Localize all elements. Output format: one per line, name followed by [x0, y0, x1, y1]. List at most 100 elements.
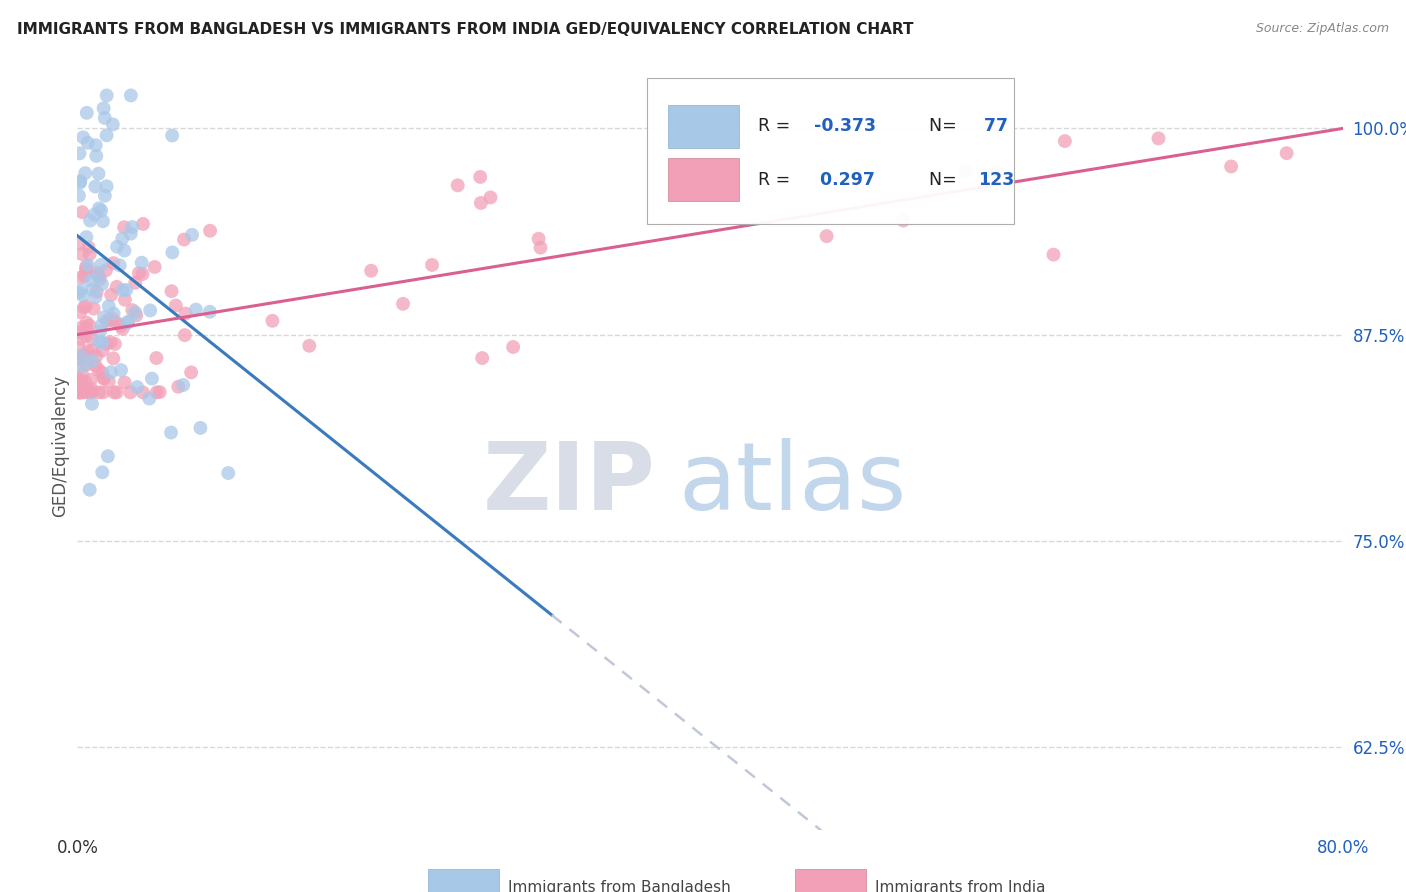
Point	[1220, 160, 1243, 174]
Point	[111, 322, 134, 336]
Point	[75, 324, 97, 338]
Point	[79, 213, 101, 227]
Point	[173, 328, 195, 343]
Point	[80, 353, 103, 368]
Point	[108, 258, 131, 272]
Point	[145, 385, 167, 400]
Point	[392, 297, 415, 311]
Point	[103, 351, 125, 366]
Point	[138, 392, 160, 406]
Point	[76, 385, 98, 400]
Point	[184, 302, 207, 317]
Point	[98, 313, 121, 327]
Point	[70, 247, 93, 261]
Text: Source: ZipAtlas.com: Source: ZipAtlas.com	[1256, 22, 1389, 36]
Point	[120, 227, 142, 241]
Point	[87, 167, 110, 181]
Point	[91, 465, 114, 479]
Point	[75, 380, 97, 394]
Point	[114, 244, 136, 258]
Point	[110, 318, 132, 333]
Point	[121, 220, 143, 235]
Point	[471, 351, 494, 365]
Point	[101, 117, 124, 131]
Point	[121, 303, 143, 318]
Point	[91, 214, 114, 228]
Point	[984, 164, 1007, 178]
Point	[115, 283, 138, 297]
Point	[470, 196, 492, 211]
Point	[131, 267, 153, 281]
Point	[96, 313, 118, 327]
Point	[67, 371, 90, 385]
Point	[75, 166, 97, 180]
Point	[89, 324, 111, 338]
Point	[117, 316, 139, 330]
Point	[172, 378, 194, 392]
FancyBboxPatch shape	[427, 870, 499, 892]
Point	[76, 105, 98, 120]
Point	[69, 176, 91, 190]
Point	[86, 266, 108, 280]
Text: Immigrants from Bangladesh: Immigrants from Bangladesh	[508, 880, 730, 892]
Point	[79, 483, 101, 497]
Point	[67, 385, 90, 400]
Point	[84, 359, 107, 373]
Point	[149, 385, 172, 400]
Point	[100, 365, 122, 379]
Point	[87, 363, 110, 377]
FancyBboxPatch shape	[647, 78, 1014, 224]
Point	[103, 307, 125, 321]
Point	[173, 233, 195, 247]
Text: 123: 123	[979, 170, 1015, 189]
Point	[84, 179, 107, 194]
Point	[190, 421, 212, 435]
Point	[69, 385, 91, 400]
Point	[87, 268, 110, 283]
Point	[77, 240, 100, 254]
Point	[79, 247, 101, 261]
Point	[72, 320, 94, 334]
Point	[479, 190, 502, 204]
Point	[91, 335, 114, 350]
Point	[165, 299, 187, 313]
Point	[73, 300, 96, 314]
Point	[96, 128, 118, 143]
Point	[67, 285, 90, 300]
Point	[815, 229, 838, 244]
Point	[89, 385, 111, 400]
Text: N=: N=	[929, 117, 962, 135]
Point	[87, 268, 110, 283]
Point	[103, 385, 125, 400]
Point	[75, 230, 97, 244]
Point	[76, 316, 98, 330]
Point	[67, 373, 90, 387]
Point	[139, 303, 162, 318]
Text: 77: 77	[979, 117, 1008, 135]
Text: IMMIGRANTS FROM BANGLADESH VS IMMIGRANTS FROM INDIA GED/EQUIVALENCY CORRELATION : IMMIGRANTS FROM BANGLADESH VS IMMIGRANTS…	[17, 22, 914, 37]
Point	[69, 385, 91, 400]
Point	[80, 382, 103, 396]
Point	[94, 188, 117, 202]
Point	[502, 340, 524, 354]
Point	[111, 231, 134, 245]
Point	[198, 305, 221, 319]
Point	[69, 146, 91, 161]
Point	[87, 202, 110, 216]
Point	[69, 385, 91, 400]
Point	[93, 371, 115, 385]
Point	[70, 367, 93, 381]
Point	[145, 351, 167, 365]
Text: R =: R =	[758, 170, 796, 189]
Point	[89, 334, 111, 349]
Point	[93, 310, 115, 325]
Point	[70, 270, 93, 285]
Point	[97, 299, 120, 313]
Point	[75, 329, 97, 343]
Point	[86, 285, 108, 299]
Point	[111, 283, 134, 297]
Point	[420, 258, 443, 272]
Point	[93, 371, 115, 385]
Point	[80, 385, 103, 400]
Point	[529, 241, 551, 255]
